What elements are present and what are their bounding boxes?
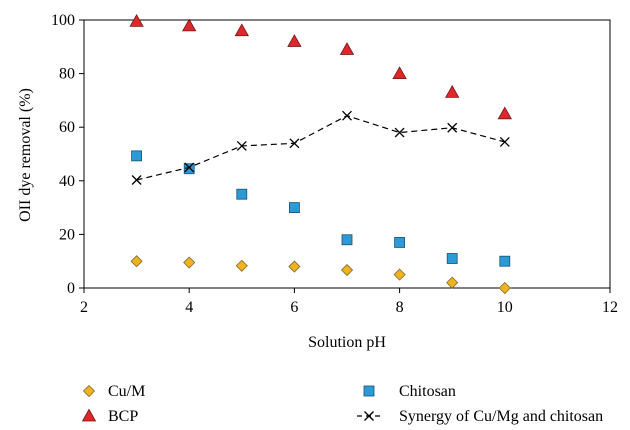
legend-label: BCP: [108, 408, 138, 425]
y-tick-label: 40: [59, 173, 75, 190]
data-point: [183, 256, 196, 269]
chart-marks: [129, 14, 512, 295]
y-tick-label: 60: [59, 119, 75, 136]
series-3: [131, 110, 510, 185]
data-point: [499, 255, 511, 267]
legend-item-3: Synergy of Cu/Mg and chitosan: [357, 408, 603, 425]
plot-border: [83, 19, 611, 289]
series-1: [129, 14, 512, 120]
y-tick-label: 100: [51, 12, 75, 29]
data-point: [289, 138, 300, 149]
legend-item-1: BCP: [81, 408, 138, 425]
data-point: [498, 281, 511, 295]
data-point: [394, 237, 406, 248]
data-point: [288, 260, 301, 273]
data-point: [129, 14, 144, 27]
data-point: [131, 175, 142, 185]
legend-item-0: Cu/M: [82, 383, 145, 400]
x-axis-label: Solution pH: [308, 334, 386, 351]
data-point: [446, 276, 459, 289]
data-point: [445, 85, 460, 98]
data-point: [392, 66, 407, 79]
data-point: [497, 106, 512, 120]
legend: Cu/M BCP Chitosan Synergy of Cu/Mg and chit…: [81, 383, 603, 425]
data-point: [182, 18, 197, 32]
data-point: [393, 268, 406, 281]
data-point: [446, 253, 458, 264]
data-point: [342, 110, 352, 121]
legend-marker: [364, 411, 374, 421]
x-tick-label: 12: [602, 299, 618, 316]
data-point: [499, 136, 510, 147]
data-point: [236, 188, 248, 200]
data-point: [236, 141, 247, 151]
data-point: [394, 127, 405, 138]
y-axis-label: OII dye removal (%): [17, 88, 34, 222]
data-point: [288, 202, 300, 214]
series-2: [131, 150, 511, 267]
data-point: [183, 163, 195, 175]
legend-label: Cu/M: [108, 383, 145, 400]
data-point: [287, 34, 302, 47]
data-point: [339, 42, 355, 55]
data-point: [447, 122, 458, 133]
x-tick-label: 6: [290, 299, 298, 316]
legend-marker: [81, 408, 97, 422]
plot-area: [83, 19, 611, 289]
data-point: [130, 255, 143, 268]
x-tick-label: 4: [185, 299, 193, 316]
x-tick-label: 2: [80, 299, 88, 316]
legend-marker: [363, 385, 375, 397]
axes: 2 4 6 8 10 12 0 20 40 60 80 100: [51, 12, 618, 316]
y-tick-label: 80: [59, 66, 75, 83]
data-point: [341, 234, 353, 246]
data-point: [234, 23, 249, 37]
y-tick-label: 20: [59, 226, 75, 243]
data-point: [340, 263, 354, 277]
x-tick-label: 10: [497, 299, 513, 316]
data-point: [131, 150, 143, 162]
y-tick-label: 0: [67, 280, 75, 297]
data-point: [235, 259, 248, 272]
legend-label: Synergy of Cu/Mg and chitosan: [399, 408, 603, 425]
x-tick-label: 8: [396, 299, 404, 316]
legend-marker: [82, 384, 96, 398]
data-point: [184, 162, 195, 173]
series-0: [130, 255, 511, 295]
legend-label: Chitosan: [399, 383, 456, 400]
legend-item-2: Chitosan: [363, 383, 456, 400]
series-line: [136, 115, 505, 181]
